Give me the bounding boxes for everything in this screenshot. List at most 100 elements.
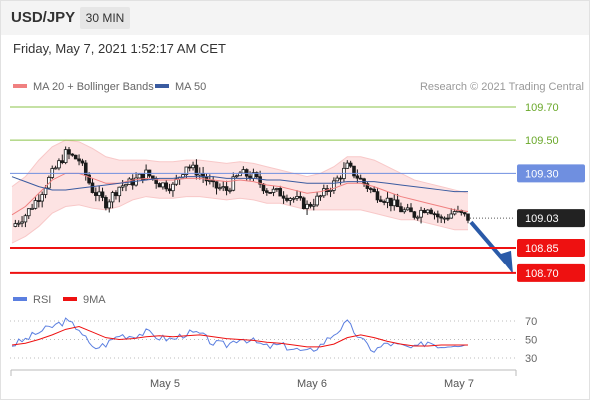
candle-body (30, 207, 34, 210)
pivot-price-box (517, 164, 585, 183)
candle-body (365, 183, 370, 189)
candle-body (315, 195, 319, 206)
bollinger-band (12, 140, 468, 244)
rsi-line (11, 317, 469, 353)
candle-body (318, 195, 323, 198)
candle-body (305, 203, 309, 209)
rsi-ma-legend-swatch (63, 297, 77, 301)
price-level-label: 108.70 (525, 268, 559, 280)
candle-body (80, 160, 85, 164)
candle-body (83, 162, 88, 176)
candle-body (295, 196, 299, 199)
candle-body (358, 177, 363, 180)
time-axis-label: May 6 (297, 378, 327, 390)
candle-body (432, 213, 437, 216)
candle-body (291, 197, 296, 200)
candle-body (164, 182, 169, 190)
candle-body (422, 209, 427, 214)
forecast-arrow-head (498, 250, 513, 274)
candle-body (241, 169, 246, 174)
candle-body (462, 212, 467, 215)
candle-body (161, 182, 165, 188)
candle-body (90, 182, 95, 193)
candle-body (157, 183, 162, 188)
candle-body (368, 188, 373, 190)
candle-body (100, 191, 105, 198)
candle-body (415, 216, 420, 219)
bollinger-lower-line (11, 196, 468, 244)
candle-body (288, 198, 293, 201)
candle-body (261, 183, 266, 192)
candle-body (446, 217, 450, 220)
candle-body (40, 194, 44, 202)
candle-body (466, 213, 470, 221)
candle-body (335, 177, 340, 182)
candle-body (234, 175, 239, 178)
candle-body (228, 189, 232, 192)
candle-body (285, 197, 289, 201)
candle-body (211, 180, 215, 183)
candle-body (124, 184, 128, 187)
candle-body (348, 162, 353, 167)
ma20-legend-label: MA 20 + Bollinger Bands (33, 81, 154, 93)
credit-text: Research © 2021 Trading Central (420, 81, 584, 93)
candle-body (114, 192, 118, 197)
candle-body (449, 213, 454, 219)
rsi-ma-legend-label: 9MA (83, 294, 106, 306)
ma20-line (11, 172, 469, 216)
candle-body (57, 160, 61, 169)
candle-body (352, 165, 356, 177)
candle-body (328, 189, 333, 192)
price-plot (11, 139, 513, 274)
candle-body (33, 200, 38, 209)
candle-body (275, 188, 279, 190)
candle-body (26, 208, 31, 217)
candle-body (322, 188, 326, 197)
candle-body (184, 166, 189, 176)
price-level-label: 109.03 (525, 213, 559, 225)
time-axis-label: May 5 (150, 378, 180, 390)
ma20-legend-swatch (13, 84, 27, 88)
candle-body (372, 188, 376, 193)
candle-body (63, 149, 68, 164)
time-axis: May 5 May 6 May 7 (10, 369, 517, 390)
candle-body (110, 192, 115, 203)
rsi-plot: 70 50 30 (10, 316, 537, 365)
candle-body (389, 197, 393, 207)
candle-body (301, 197, 306, 209)
candle-body (140, 173, 145, 180)
price-level-label: 108.85 (525, 243, 559, 255)
candle-body (392, 199, 397, 207)
candle-body (399, 206, 403, 213)
candle-body (379, 199, 383, 202)
rsi-tick-label: 30 (525, 353, 537, 365)
candle-body (338, 177, 343, 180)
rsi-legend-swatch (13, 297, 27, 301)
candle-body (191, 164, 195, 169)
candle-body (385, 197, 390, 203)
price-level-label: 109.30 (525, 168, 559, 180)
candle-body (16, 222, 21, 225)
price-levels: 109.70 109.50 109.30 109.03 108.85 108.70 (10, 102, 585, 282)
candle-body (97, 191, 101, 196)
candle-body (265, 190, 269, 193)
candle-body (104, 197, 108, 209)
timestamp: Friday, May 7, 2021 1:52:17 AM CET (13, 41, 226, 56)
symbol-label: USD/JPY (11, 9, 76, 26)
rsi-tick-label: 50 (525, 335, 537, 347)
ma50-legend-label: MA 50 (175, 81, 206, 93)
candle-body (214, 181, 219, 189)
candle-body (419, 209, 423, 218)
candle-body (271, 188, 276, 193)
candle-body (268, 192, 272, 194)
support-price-box (517, 263, 585, 282)
timeframe-button[interactable]: 30 MIN (80, 7, 130, 29)
candle-body (436, 213, 440, 218)
candle-body (37, 200, 41, 202)
price-level-label: 109.50 (525, 135, 559, 147)
candle-body (94, 192, 98, 196)
candle-body (355, 175, 360, 179)
candle-body (298, 196, 303, 199)
candle-body (13, 223, 18, 227)
